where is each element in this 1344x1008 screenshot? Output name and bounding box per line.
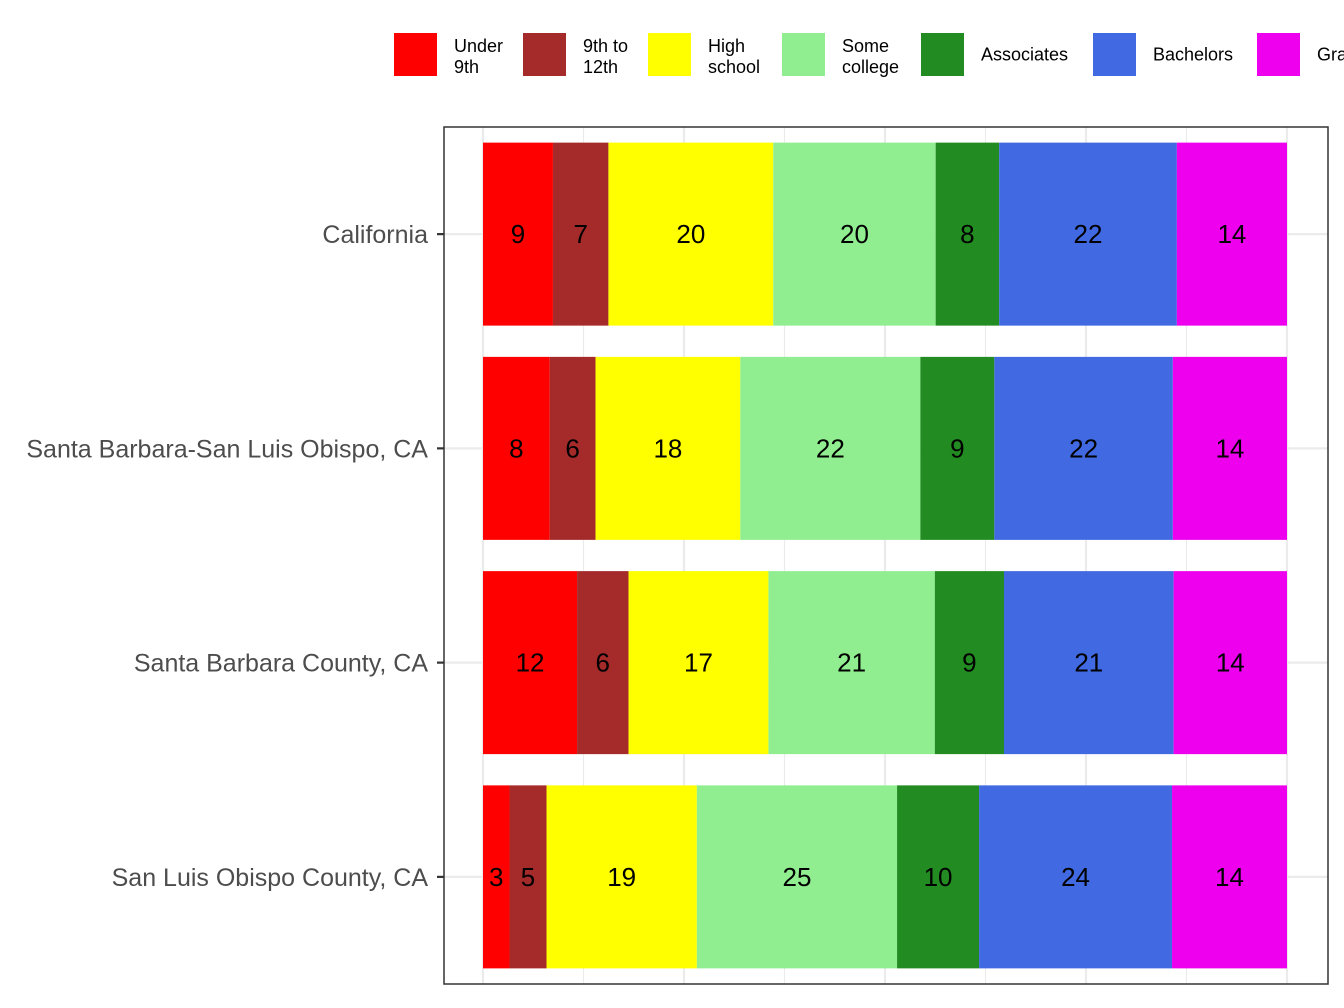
bar-value-label: 17: [684, 648, 713, 678]
bar-segment: [1172, 356, 1287, 540]
bar-value-label: 20: [840, 219, 869, 249]
bar-value-label: 21: [1074, 648, 1103, 678]
legend-key: [1093, 33, 1136, 76]
bar-segment: [994, 356, 1173, 540]
bar-value-label: 22: [1069, 433, 1098, 463]
bar-segment: [920, 356, 995, 540]
bar-segment: [483, 571, 578, 755]
legend-key: [394, 33, 437, 76]
bar-value-label: 6: [565, 433, 579, 463]
bar-value-label: 14: [1215, 862, 1244, 892]
bar-segment: [483, 356, 550, 540]
bar-segment: [1176, 142, 1287, 326]
bar-value-label: 10: [924, 862, 953, 892]
bar-value-label: 12: [516, 648, 545, 678]
legend-label: Graduate: [1317, 45, 1344, 65]
legend-key: [523, 33, 566, 76]
bar-segment: [935, 142, 1000, 326]
bar-segment: [768, 571, 935, 755]
bar-segment: [483, 785, 510, 969]
bar-value-label: 19: [607, 862, 636, 892]
bar-value-label: 14: [1215, 433, 1244, 463]
bar-segment: [740, 356, 921, 540]
bar-segment: [999, 142, 1177, 326]
bar-value-label: 3: [489, 862, 503, 892]
bar-value-label: 14: [1217, 219, 1246, 249]
bar-segment: [1172, 785, 1287, 969]
y-axis-tick-label: California: [322, 221, 428, 249]
bar-value-label: 25: [783, 862, 812, 892]
bar-value-label: 20: [676, 219, 705, 249]
bar-value-label: 8: [960, 219, 974, 249]
legend-key: [648, 33, 691, 76]
bar-segment: [552, 142, 609, 326]
legend-key: [921, 33, 964, 76]
bars: 9 7 20 20 8 22 14 8 6 18 22 9 22 14 12 6 17 21 9 21 14 3 5 19 25…: [483, 142, 1287, 969]
y-axis: California Santa Barbara-San Luis Obispo,…: [26, 221, 444, 892]
legend: Under 9th 9th to 12th High school Some college A…: [394, 33, 1344, 77]
bar-segment: [696, 785, 898, 969]
bar-value-label: 9: [950, 433, 964, 463]
bar-value-label: 22: [1074, 219, 1103, 249]
bar-segment: [979, 785, 1173, 969]
bar-value-label: 7: [573, 219, 587, 249]
bar-segment: [483, 142, 553, 326]
legend-label: Bachelors: [1153, 45, 1233, 65]
bar-value-label: 22: [816, 433, 845, 463]
bar-value-label: 9: [511, 219, 525, 249]
bar-segment: [628, 571, 769, 755]
bar-value-label: 6: [596, 648, 610, 678]
y-axis-tick-label: Santa Barbara-San Luis Obispo, CA: [26, 435, 428, 463]
bar-segment: [509, 785, 547, 969]
bar-segment: [934, 571, 1004, 755]
bar-value-label: 21: [837, 648, 866, 678]
bar-segment: [577, 571, 629, 755]
bar-segment: [897, 785, 980, 969]
plot-border: [443, 126, 1329, 985]
bar-value-label: 9: [962, 648, 976, 678]
bar-segment: [549, 356, 596, 540]
bar-value-label: 24: [1061, 862, 1090, 892]
bar-segment: [1173, 571, 1287, 755]
bar-value-label: 8: [509, 433, 523, 463]
bar-segment: [546, 785, 697, 969]
legend-label: 9th to 12th: [583, 36, 628, 77]
y-axis-tick-label: Santa Barbara County, CA: [134, 650, 428, 678]
bar-segment: [608, 142, 774, 326]
bar-segment: [1003, 571, 1174, 755]
y-axis-tick-label: San Luis Obispo County, CA: [112, 864, 429, 892]
legend-label: Under 9th: [454, 36, 503, 77]
bar-segment: [773, 142, 936, 326]
bar-value-label: 5: [521, 862, 535, 892]
legend-label: Some college: [842, 36, 899, 77]
bar-value-label: 14: [1216, 648, 1245, 678]
bar-segment: [595, 356, 741, 540]
bar-value-label: 18: [653, 433, 682, 463]
legend-label: High school: [708, 36, 760, 77]
legend-key: [1257, 33, 1300, 76]
legend-key: [782, 33, 825, 76]
legend-label: Associates: [981, 45, 1068, 65]
